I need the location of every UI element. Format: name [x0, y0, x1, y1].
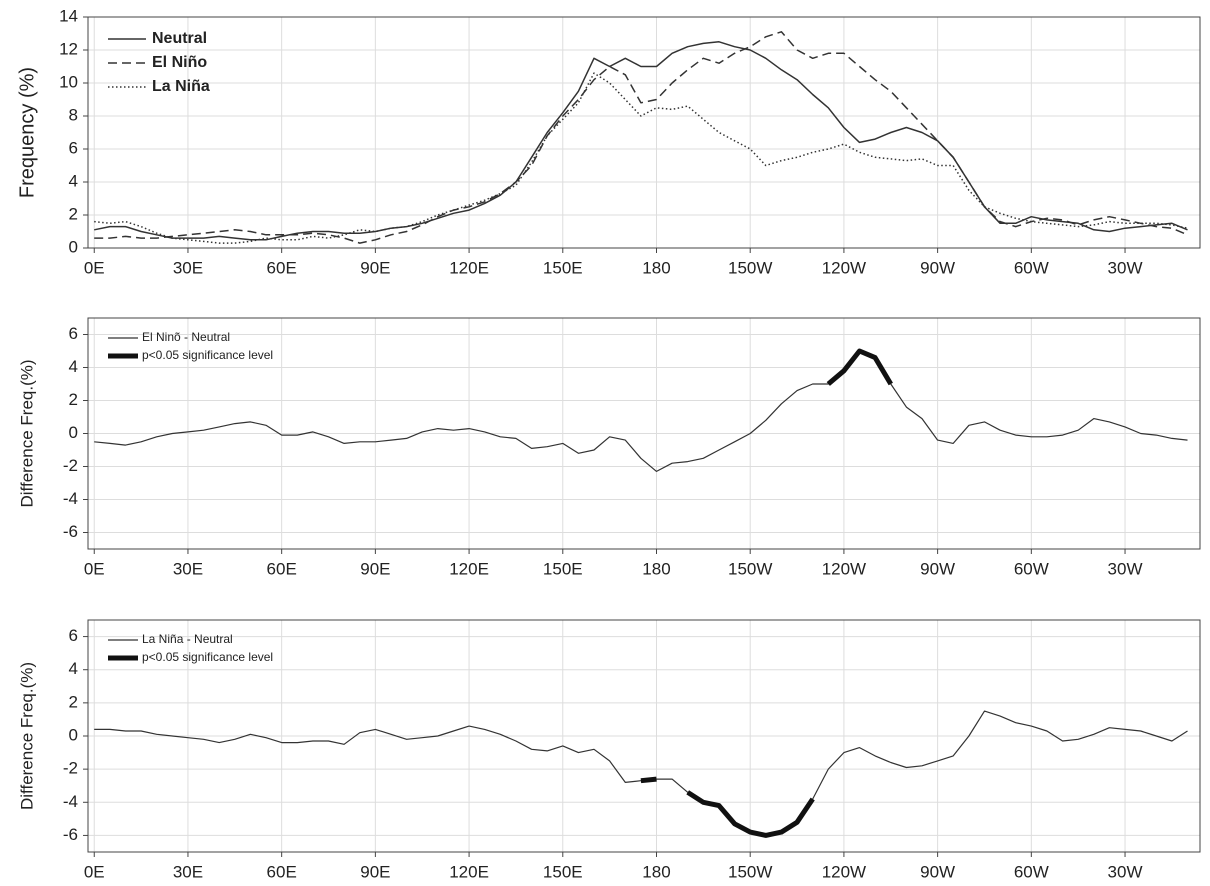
y-tick-label: 4: [69, 659, 78, 678]
y-tick-label: 6: [69, 626, 78, 645]
data-line: [826, 348, 893, 386]
y-axis-label: Difference Freq.(%): [17, 359, 36, 507]
x-tick-label: 150E: [543, 862, 583, 881]
legend-label: La Niña: [152, 78, 210, 95]
x-tick-label: 150W: [728, 258, 772, 277]
y-tick-label: -2: [63, 759, 78, 778]
x-tick-label: 180: [642, 862, 670, 881]
y-tick-label: -4: [63, 489, 78, 508]
y-tick-label: 4: [69, 171, 78, 190]
x-tick-label: 180: [642, 559, 670, 578]
x-tick-label: 90W: [920, 559, 955, 578]
legend-label: p<0.05 significance level: [142, 348, 273, 362]
x-tick-label: 150E: [543, 559, 583, 578]
y-tick-label: 0: [69, 237, 78, 256]
x-tick-label: 180: [642, 258, 670, 277]
x-tick-label: 120E: [449, 862, 489, 881]
x-tick-label: 120W: [822, 862, 866, 881]
x-tick-label: 0E: [84, 559, 105, 578]
x-tick-label: 60W: [1014, 258, 1049, 277]
y-tick-label: 2: [69, 390, 78, 409]
y-tick-label: -4: [63, 792, 78, 811]
y-tick-label: 2: [69, 692, 78, 711]
x-tick-label: 150W: [728, 862, 772, 881]
x-tick-label: 0E: [84, 862, 105, 881]
x-tick-label: 120E: [449, 258, 489, 277]
y-tick-label: 8: [69, 105, 78, 124]
x-tick-label: 30E: [173, 258, 203, 277]
y-tick-label: -6: [63, 825, 78, 844]
x-tick-label: 90E: [360, 559, 390, 578]
y-tick-label: 0: [69, 423, 78, 442]
legend-label: La Niña - Neutral: [142, 632, 233, 646]
x-tick-label: 90E: [360, 258, 390, 277]
plot-frame: [87, 619, 1201, 853]
x-tick-label: 0E: [84, 258, 105, 277]
x-tick-label: 30E: [173, 862, 203, 881]
data-line: [94, 72, 1188, 244]
plot-frame: [87, 16, 1201, 249]
data-line: [94, 710, 1188, 836]
x-tick-label: 60W: [1014, 559, 1049, 578]
y-tick-label: 10: [59, 72, 78, 91]
x-tick-label: 30W: [1108, 258, 1143, 277]
y-tick-label: 14: [59, 6, 78, 25]
y-tick-label: 6: [69, 324, 78, 343]
legend-label: p<0.05 significance level: [142, 650, 273, 664]
y-axis-label: Difference Freq.(%): [17, 662, 36, 810]
x-tick-label: 60E: [267, 862, 297, 881]
y-tick-label: -2: [63, 456, 78, 475]
y-tick-label: 12: [59, 39, 78, 58]
y-tick-label: 0: [69, 725, 78, 744]
x-tick-label: 30W: [1108, 559, 1143, 578]
x-tick-label: 90E: [360, 862, 390, 881]
data-line: [640, 776, 815, 838]
x-tick-label: 90W: [920, 258, 955, 277]
x-tick-label: 60W: [1014, 862, 1049, 881]
legend-label: Neutral: [152, 30, 207, 47]
x-tick-label: 120W: [822, 258, 866, 277]
legend-label: El Niño: [152, 54, 207, 71]
plot-frame: [87, 317, 1201, 550]
y-tick-label: 2: [69, 204, 78, 223]
x-tick-label: 120W: [822, 559, 866, 578]
x-tick-label: 60E: [267, 559, 297, 578]
y-tick-label: 6: [69, 138, 78, 157]
y-axis-label: Frequency (%): [16, 67, 38, 198]
data-line: [94, 350, 1188, 472]
y-tick-label: 4: [69, 357, 78, 376]
x-tick-label: 120E: [449, 559, 489, 578]
x-tick-label: 90W: [920, 862, 955, 881]
data-line: [94, 41, 1188, 241]
y-tick-label: -6: [63, 522, 78, 541]
x-tick-label: 30W: [1108, 862, 1143, 881]
x-tick-label: 30E: [173, 559, 203, 578]
legend-label: El Ninõ - Neutral: [142, 330, 230, 344]
data-line: [94, 31, 1188, 244]
x-tick-label: 150E: [543, 258, 583, 277]
x-tick-label: 150W: [728, 559, 772, 578]
x-tick-label: 60E: [267, 258, 297, 277]
